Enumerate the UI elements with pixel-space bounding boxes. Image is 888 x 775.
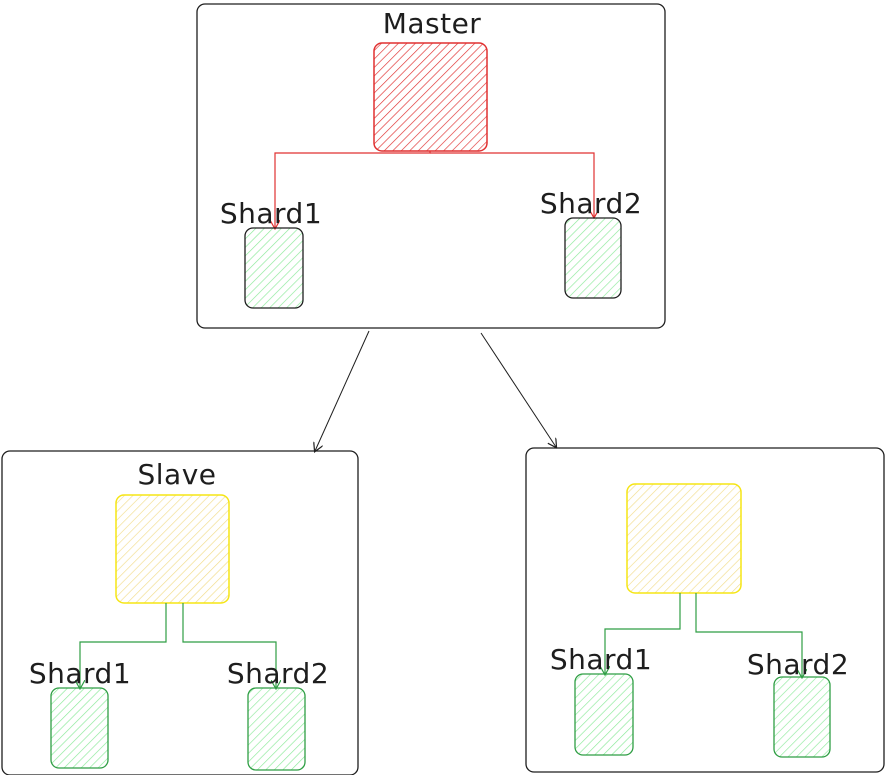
slave-group-left[interactable]: Slave Shard1 Shard2 — [1, 450, 359, 775]
slave-right-shard1-node[interactable] — [574, 673, 634, 756]
slave-left-to-shard2-connector — [182, 603, 276, 688]
master-node[interactable] — [373, 42, 488, 152]
master-group[interactable]: Master Shard1 Shard2 — [196, 3, 666, 329]
slave-right-node[interactable] — [626, 483, 742, 594]
slave-right-shard2-node[interactable] — [773, 676, 831, 758]
slave-left-to-shard1-connector — [80, 603, 167, 688]
slave-left-node[interactable] — [115, 494, 230, 604]
master-title: Master — [383, 7, 482, 40]
master-shard1-node[interactable] — [244, 227, 304, 309]
slave-group-right[interactable]: Shard1 Shard2 — [525, 447, 885, 773]
slave-group-right-frame[interactable] — [525, 447, 885, 773]
slave-left-shard2-label: Shard2 — [227, 657, 329, 690]
master-shard2-label: Shard2 — [540, 187, 642, 220]
master-to-shard1-connector — [275, 151, 431, 228]
master-group-frame[interactable] — [196, 3, 666, 329]
slave-group-left-frame[interactable] — [1, 450, 359, 775]
master-to-shard2-connector — [430, 152, 594, 217]
slave-right-shard2-label: Shard2 — [747, 648, 849, 681]
slave-left-shard2-node[interactable] — [247, 687, 306, 771]
master-shard1-label: Shard1 — [220, 197, 322, 230]
master-shard2-node[interactable] — [564, 217, 622, 299]
slave-left-shard1-label: Shard1 — [29, 657, 131, 690]
slave-title: Slave — [137, 458, 216, 491]
master-to-left-slave-arrow — [315, 330, 370, 451]
master-to-right-slave-arrow — [480, 332, 556, 447]
slave-right-shard1-label: Shard1 — [550, 643, 652, 676]
slave-left-shard1-node[interactable] — [50, 687, 109, 769]
slave-right-to-shard2-connector — [695, 593, 802, 677]
slave-right-to-shard1-connector — [605, 593, 681, 674]
